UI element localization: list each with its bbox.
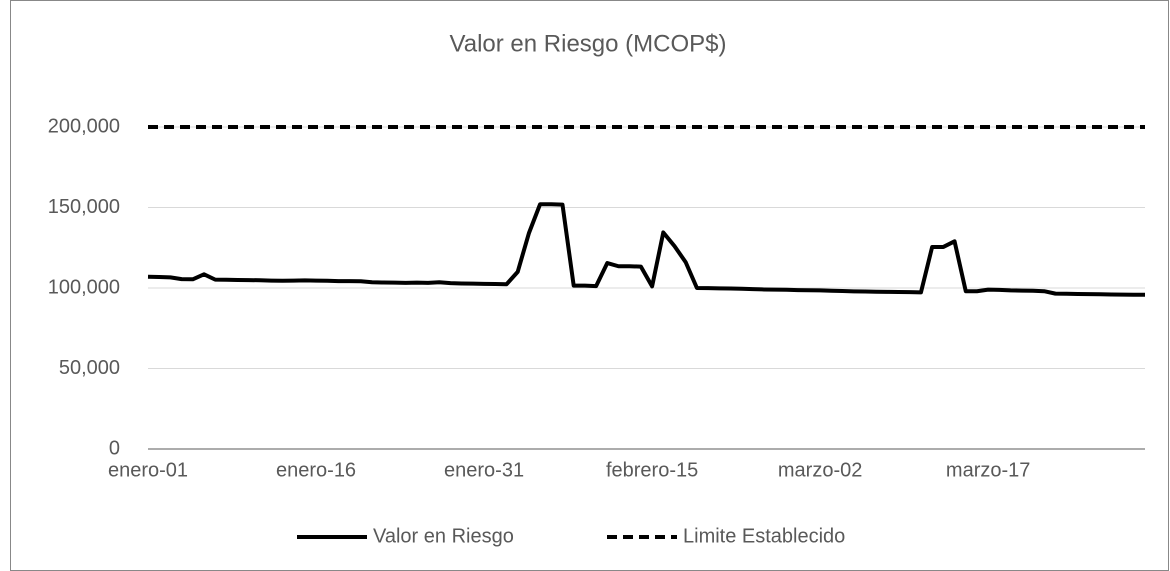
legend-label: Valor en Riesgo — [373, 525, 514, 547]
y-tick-label: 100,000 — [48, 276, 120, 298]
x-tick-label: marzo-17 — [946, 459, 1030, 481]
y-tick-label: 0 — [109, 437, 120, 459]
x-tick-label: enero-31 — [444, 459, 524, 481]
y-tick-label: 150,000 — [48, 196, 120, 218]
x-tick-label: febrero-15 — [606, 459, 698, 481]
chart-title: Valor en Riesgo (MCOP$) — [450, 30, 727, 57]
series-line — [147, 202, 1145, 297]
y-tick-label: 50,000 — [59, 357, 120, 379]
x-tick-label: enero-16 — [276, 459, 356, 481]
y-tick-label: 200,000 — [48, 115, 120, 137]
x-tick-label: enero-01 — [108, 459, 188, 481]
x-tick-label: marzo-02 — [778, 459, 862, 481]
legend-label: Limite Establecido — [683, 525, 845, 547]
